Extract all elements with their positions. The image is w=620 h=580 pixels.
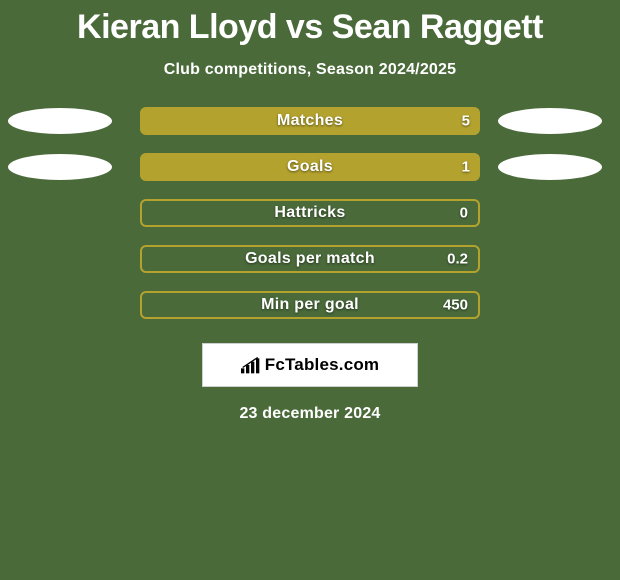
stat-value-right: 450 xyxy=(443,297,468,314)
chart-icon xyxy=(241,356,261,374)
stat-label: Min per goal xyxy=(261,296,359,314)
player-left-marker xyxy=(8,108,112,134)
player-left-marker xyxy=(8,154,112,180)
page-title: Kieran Lloyd vs Sean Raggett xyxy=(77,8,543,47)
stat-row: Min per goal 450 xyxy=(0,291,620,319)
comparison-infographic: Kieran Lloyd vs Sean Raggett Club compet… xyxy=(0,0,620,580)
stat-bar: Min per goal 450 xyxy=(140,291,480,319)
date-text: 23 december 2024 xyxy=(239,405,380,423)
stat-row: Matches 5 xyxy=(0,107,620,135)
stat-bar: Hattricks 0 xyxy=(140,199,480,227)
brand-text: FcTables.com xyxy=(265,355,380,375)
stat-label: Hattricks xyxy=(274,204,345,222)
stat-label: Matches xyxy=(277,112,343,130)
player-right-marker xyxy=(498,108,602,134)
stat-bar: Matches 5 xyxy=(140,107,480,135)
stat-value-right: 0 xyxy=(460,205,468,222)
stat-label: Goals xyxy=(287,158,333,176)
stat-value-right: 0.2 xyxy=(447,251,468,268)
stat-label: Goals per match xyxy=(245,250,375,268)
stat-row: Hattricks 0 xyxy=(0,199,620,227)
stat-row: Goals per match 0.2 xyxy=(0,245,620,273)
page-subtitle: Club competitions, Season 2024/2025 xyxy=(164,61,456,79)
stat-row: Goals 1 xyxy=(0,153,620,181)
player-right-marker xyxy=(498,154,602,180)
stat-rows: Matches 5 Goals 1 Hattricks 0 Goals per match 0… xyxy=(0,107,620,319)
stat-bar: Goals 1 xyxy=(140,153,480,181)
stat-value-right: 1 xyxy=(462,159,470,176)
stat-value-right: 5 xyxy=(462,113,470,130)
brand-box[interactable]: FcTables.com xyxy=(202,343,418,387)
stat-bar: Goals per match 0.2 xyxy=(140,245,480,273)
